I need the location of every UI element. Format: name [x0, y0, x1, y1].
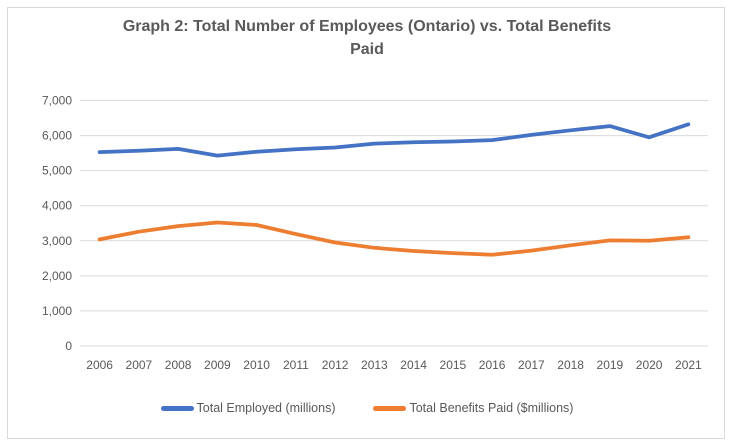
chart-frame	[7, 7, 725, 439]
x-tick-label: 2007	[126, 358, 153, 372]
x-tick-label: 2017	[518, 358, 545, 372]
x-tick-label: 2015	[440, 358, 467, 372]
legend-item-employed: Total Employed (millions)	[160, 401, 336, 415]
y-tick-label: 1,000	[42, 304, 72, 318]
x-tick-label: 2016	[479, 358, 506, 372]
x-tick-label: 2010	[243, 358, 270, 372]
y-tick-label: 6,000	[42, 129, 72, 143]
legend-label-employed: Total Employed (millions)	[196, 401, 336, 415]
legend-line-marker-employed	[160, 405, 194, 411]
x-tick-label: 2018	[557, 358, 584, 372]
legend-line-marker-benefits	[373, 405, 407, 411]
x-tick-label: 2012	[322, 358, 349, 372]
x-tick-label: 2008	[165, 358, 192, 372]
x-tick-label: 2019	[597, 358, 624, 372]
legend: Total Employed (millions) Total Benefits…	[0, 397, 734, 419]
y-tick-label: 2,000	[42, 269, 72, 283]
x-tick-label: 2021	[675, 358, 702, 372]
x-tick-label: 2006	[86, 358, 113, 372]
x-tick-label: 2013	[361, 358, 388, 372]
legend-label-benefits: Total Benefits Paid ($millions)	[409, 401, 574, 415]
x-tick-label: 2009	[204, 358, 231, 372]
y-tick-label: 5,000	[42, 164, 72, 178]
series-line-0	[97, 122, 691, 158]
y-tick-label: 3,000	[42, 234, 72, 248]
x-tick-label: 2020	[636, 358, 663, 372]
series-line-1	[97, 220, 691, 257]
y-tick-label: 0	[65, 339, 72, 353]
chart-title: Graph 2: Total Number of Employees (Onta…	[122, 18, 612, 58]
legend-item-benefits: Total Benefits Paid ($millions)	[373, 401, 573, 415]
x-tick-label: 2011	[283, 358, 309, 372]
y-tick-label: 4,000	[42, 199, 72, 213]
x-tick-label: 2014	[400, 358, 427, 372]
y-tick-label: 7,000	[42, 94, 72, 108]
